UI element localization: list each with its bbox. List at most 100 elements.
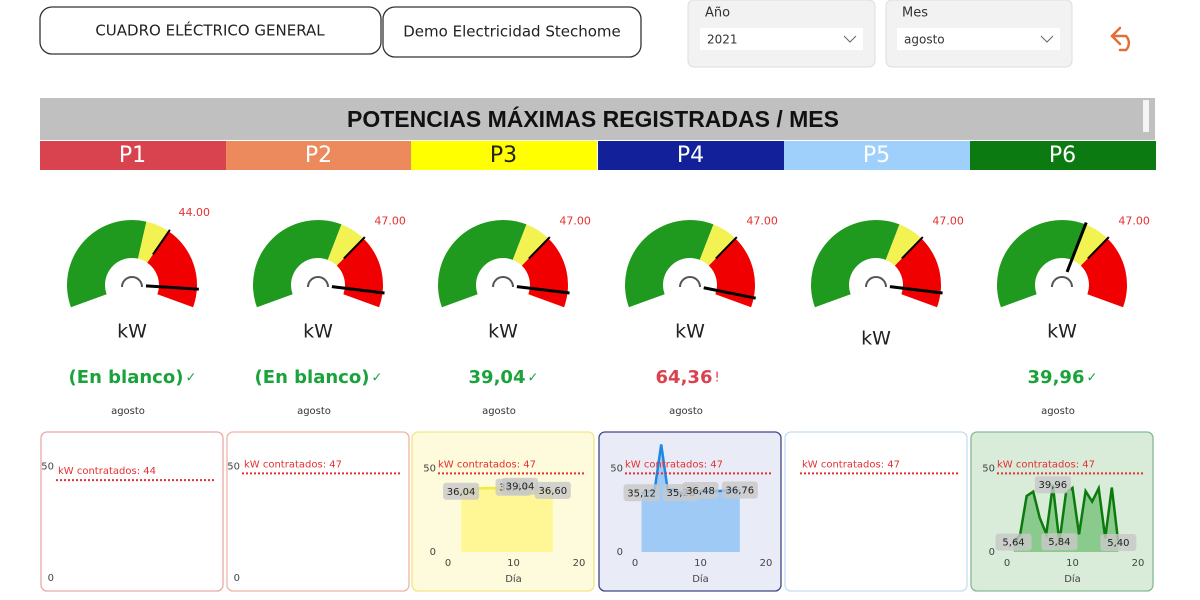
gauge-max-label: 47.00 — [746, 214, 778, 227]
chart-panel — [970, 431, 1154, 592]
contract-label: kW contratados: 47 — [625, 459, 723, 470]
period-name: P2 — [305, 143, 332, 168]
gauge-band — [512, 224, 549, 266]
period-name: P1 — [119, 143, 146, 168]
gauge-max-label: 47.00 — [374, 214, 406, 227]
x-tick-label: 20 — [1132, 558, 1145, 569]
x-tick-label: 10 — [694, 558, 707, 569]
chevron — [1040, 35, 1054, 43]
nav-button[interactable] — [39, 6, 382, 55]
chart-panel — [784, 431, 968, 592]
area — [461, 486, 553, 552]
filter-label: Año — [705, 6, 730, 21]
y-tick-label: 50 — [227, 462, 240, 473]
value-label: (En blanco) — [255, 367, 370, 388]
y-tick-label: 50 — [423, 463, 436, 474]
nav-button[interactable] — [382, 6, 642, 58]
gauge-hub — [121, 276, 143, 288]
contract-label: kW contratados: 47 — [244, 459, 342, 470]
gauge-unit: kW — [117, 321, 147, 343]
gauge-band — [699, 224, 736, 266]
filter-dropdown[interactable] — [700, 28, 863, 50]
x-tick-label: 0 — [632, 558, 638, 569]
period-header — [411, 141, 597, 170]
gauge-needle — [516, 285, 570, 295]
data-label: 36,48 — [686, 486, 715, 497]
data-label-box — [721, 481, 758, 499]
gauge-max-marker — [715, 236, 738, 260]
gauge-max-label: 47.00 — [1118, 214, 1150, 227]
gauge-max-marker — [1087, 236, 1110, 260]
data-label: 5,40 — [1107, 538, 1129, 549]
gauge-needle — [703, 286, 756, 300]
gauge-hub — [492, 276, 514, 288]
back-button[interactable] — [1110, 26, 1131, 52]
gauge-max-label: 47.00 — [932, 214, 964, 227]
data-label-box — [502, 477, 539, 495]
chevron — [843, 35, 857, 43]
y-tick-label: 0 — [617, 547, 623, 558]
period-header — [598, 141, 784, 170]
period-header — [226, 141, 412, 170]
period-name: P3 — [490, 143, 517, 168]
gauge-band — [811, 219, 900, 308]
data-label-box — [623, 484, 660, 502]
status-icon: ✓ — [1086, 371, 1097, 386]
title-bar — [40, 98, 1155, 140]
title: POTENCIAS MÁXIMAS REGISTRADAS / MES — [347, 105, 839, 132]
gauge-hub — [865, 276, 887, 288]
x-axis-label: Día — [505, 573, 522, 585]
status-icon: ✓ — [527, 371, 538, 386]
data-label: 39,04 — [506, 482, 535, 493]
gauge-band — [885, 224, 922, 266]
gauge-needle — [889, 285, 943, 295]
gauge-hub — [679, 276, 701, 288]
gauge-needle — [331, 285, 385, 295]
gauge-unit: kW — [1047, 321, 1077, 343]
x-tick-label: 10 — [507, 558, 520, 569]
gauge-band — [253, 220, 342, 308]
gauge-needle — [1065, 221, 1088, 273]
gauge-unit: kW — [675, 321, 705, 343]
gauge-max-marker — [901, 236, 924, 260]
period-name: P6 — [1049, 143, 1076, 168]
filter-value: agosto — [904, 33, 945, 47]
filter-dropdown[interactable] — [897, 28, 1060, 50]
filter-value: 2021 — [707, 33, 738, 47]
x-axis-label: Día — [1064, 573, 1081, 585]
period-header — [970, 141, 1156, 170]
month-label: agosto — [111, 406, 145, 417]
data-label: 36,60 — [538, 486, 567, 497]
data-label-box — [534, 481, 571, 499]
gauge-band — [437, 219, 527, 308]
status-icon: ✓ — [371, 371, 382, 386]
data-label-box — [443, 482, 480, 500]
contract-label: kW contratados: 47 — [438, 459, 536, 470]
month-label: agosto — [1041, 406, 1075, 417]
data-label: 5,64 — [1002, 538, 1024, 549]
x-axis-label: Día — [692, 573, 709, 585]
nav-button-label: Demo Electricidad Stechome — [403, 23, 621, 41]
gauge-hub — [1051, 276, 1073, 288]
period-header — [784, 141, 970, 170]
period-name: P5 — [863, 143, 890, 168]
month-label: agosto — [297, 406, 331, 417]
status-icon: ✓ — [185, 371, 196, 386]
gauge-unit: kW — [488, 321, 518, 343]
gauge-band — [1071, 224, 1108, 266]
data-label: 36,04 — [447, 487, 476, 498]
gauge-band — [1080, 238, 1127, 308]
period-header — [40, 141, 226, 170]
gauge-band — [624, 219, 714, 308]
gauge-max-label: 47.00 — [559, 214, 591, 227]
gauge-max-marker — [528, 236, 551, 260]
chart-panel — [226, 431, 410, 592]
value-label: 39,04 — [469, 367, 526, 388]
gauge-max-marker — [152, 229, 171, 256]
gauge-band — [137, 221, 169, 263]
data-label: 35,28 — [667, 488, 696, 499]
y-tick-label: 50 — [982, 463, 995, 474]
